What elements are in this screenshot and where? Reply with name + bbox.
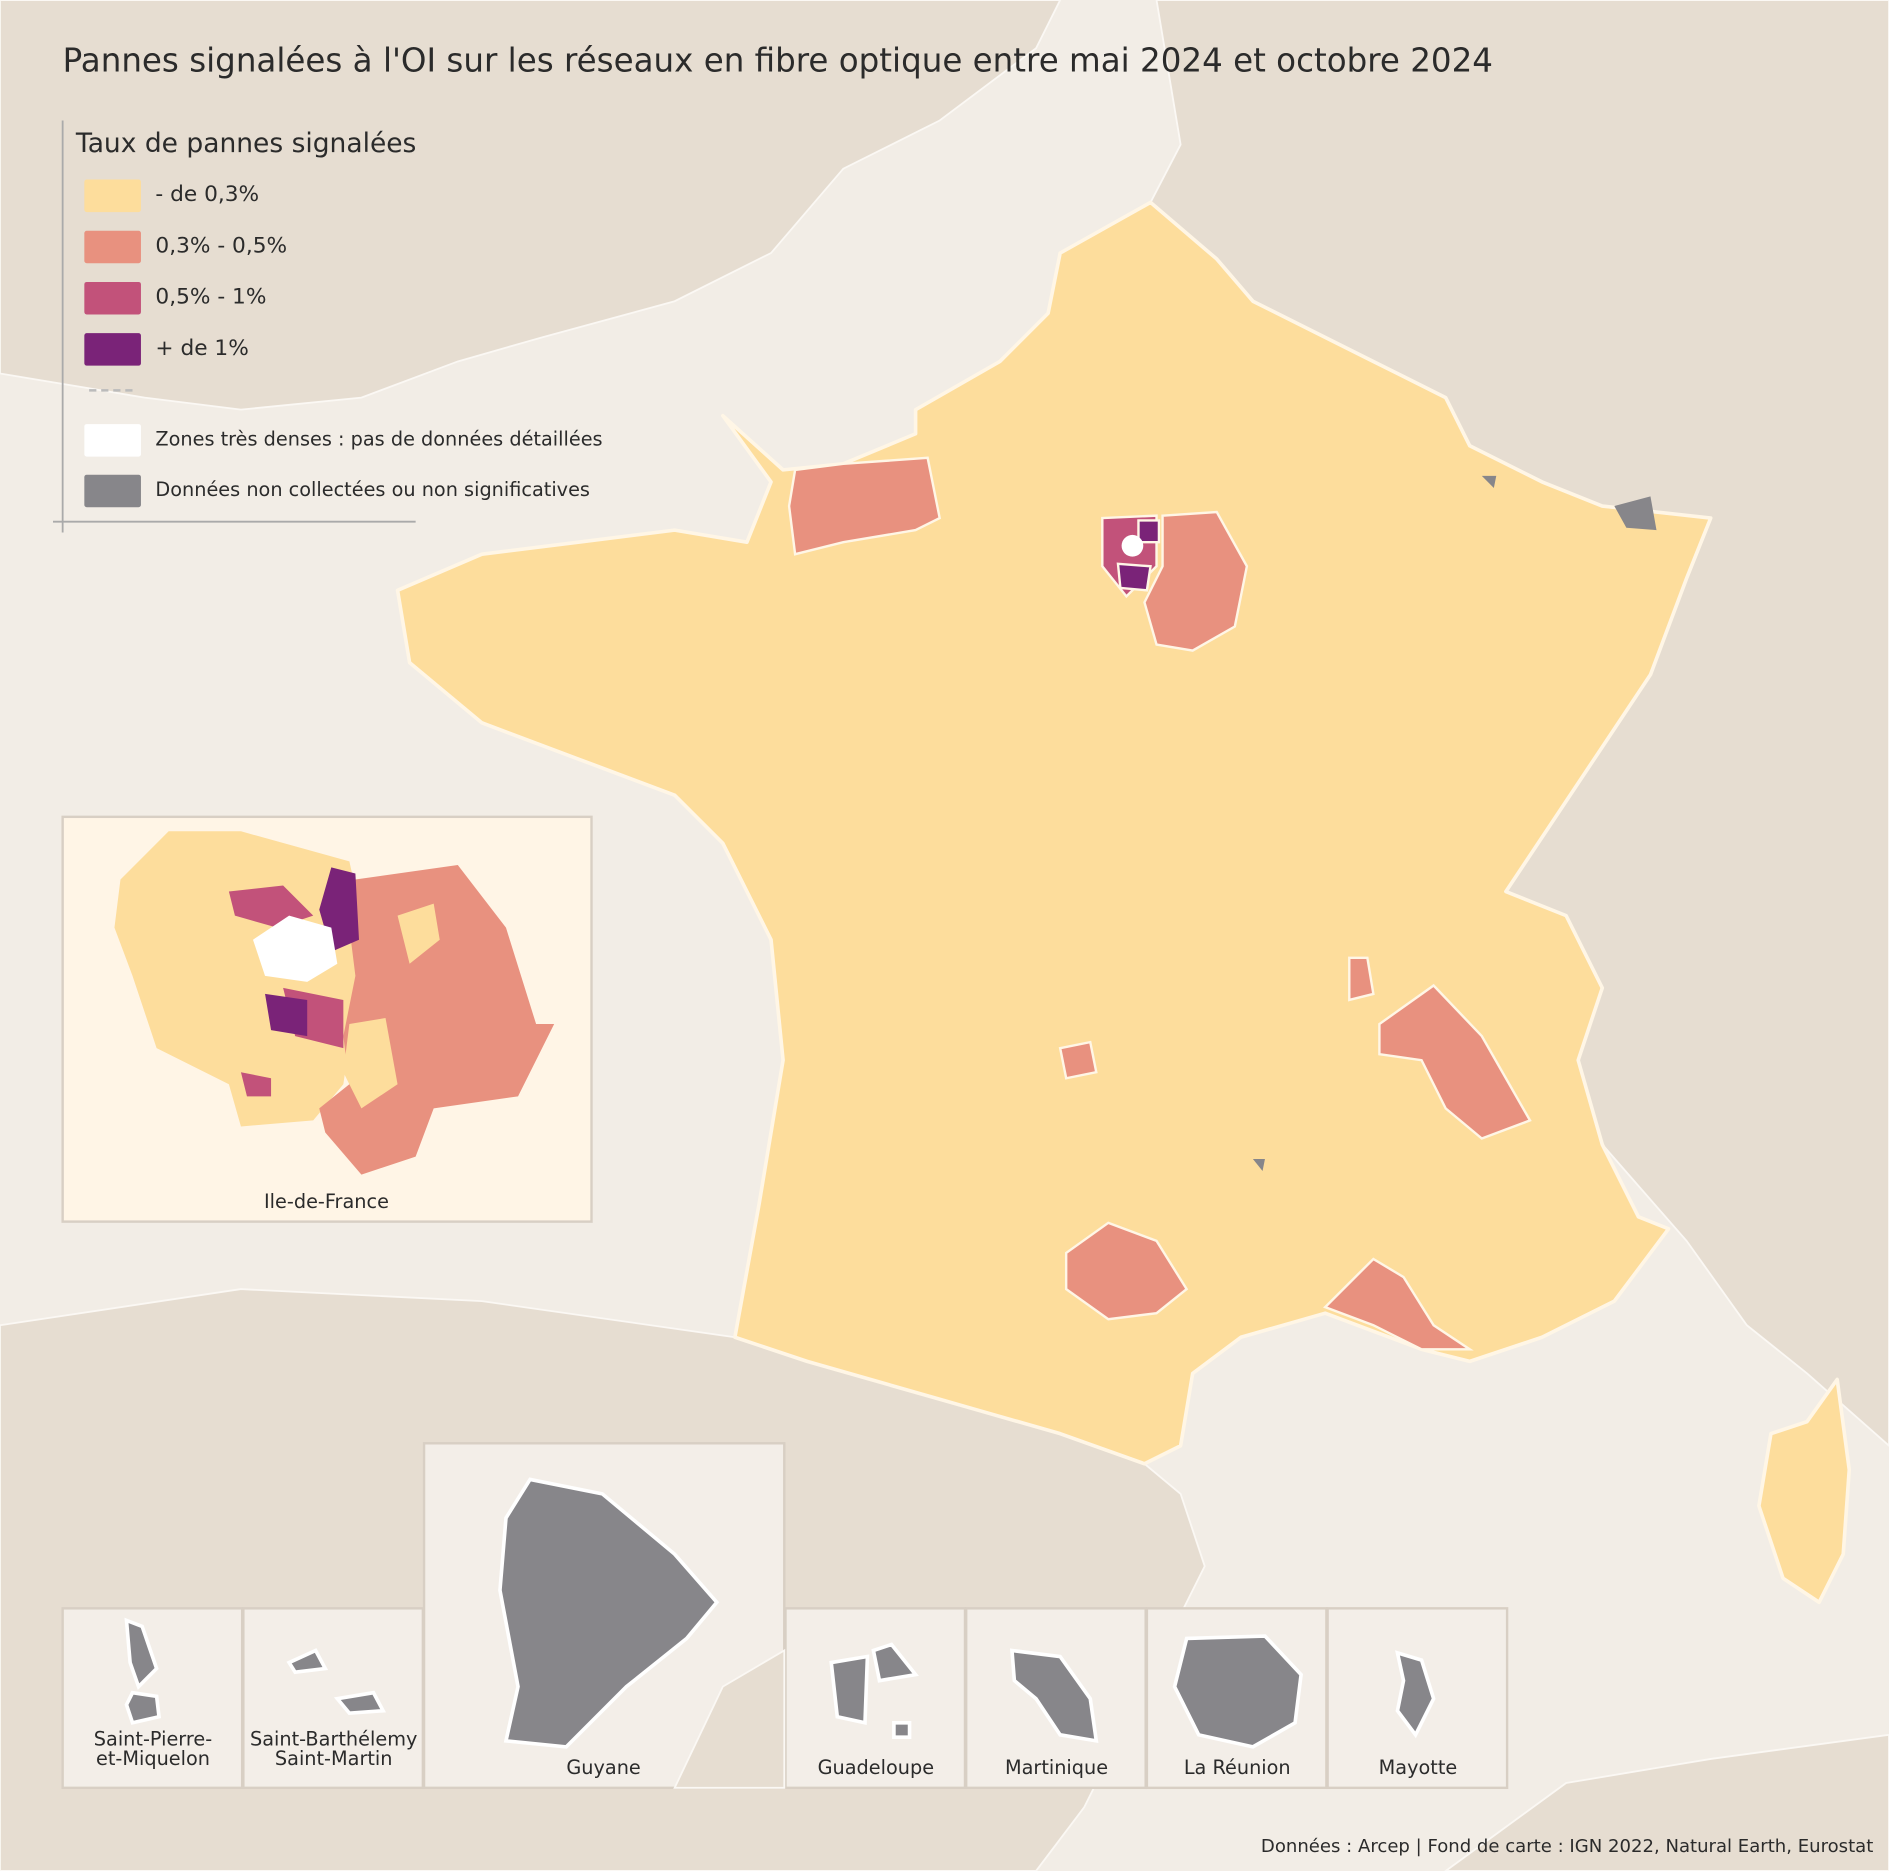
region <box>787 456 942 556</box>
territory <box>1395 1650 1436 1739</box>
inset-label: La Réunion <box>1184 1756 1291 1779</box>
legend-label: 0,5% - 1% <box>155 285 266 310</box>
legend-swatch <box>84 333 141 366</box>
legend-label: Données non collectées ou non significat… <box>155 478 590 501</box>
region <box>1064 1221 1189 1321</box>
legend-swatch <box>84 424 141 457</box>
legend-swatch <box>84 474 141 508</box>
inset-label: Saint-Barthélemy Saint-Martin <box>250 1727 417 1769</box>
legend-label: - de 0,3% <box>155 182 259 207</box>
inset-box <box>242 1607 425 1790</box>
dense-zone <box>1121 534 1144 557</box>
territory <box>286 1648 387 1716</box>
territory <box>1172 1634 1303 1749</box>
region <box>1137 519 1161 544</box>
inset-label: Ile-de-France <box>264 1190 389 1213</box>
territory <box>829 1642 919 1740</box>
inset-label: Martinique <box>1005 1756 1108 1779</box>
legend: Taux de pannes signalées - de 0,3% 0,3% -… <box>53 120 603 533</box>
inset-label: Mayotte <box>1379 1756 1458 1779</box>
inset-region <box>343 903 440 1109</box>
legend-title: Taux de pannes signalées <box>75 128 416 159</box>
inset-region <box>265 867 360 1037</box>
region <box>1058 956 1375 1080</box>
inset-label: Saint-Pierre-et-Miquelon <box>94 1727 212 1769</box>
legend-label: Zones très denses : pas de données détai… <box>155 427 602 450</box>
legend-swatch <box>84 230 141 264</box>
region <box>1323 1257 1474 1351</box>
land-brazil <box>673 1648 786 1789</box>
legend-swatch <box>84 281 141 315</box>
inset-label: Guadeloupe <box>818 1756 934 1779</box>
source: Données : Arcep | Fond de carte : IGN 20… <box>1261 1836 1873 1857</box>
inset-dense <box>252 915 338 982</box>
inset-label: Guyane <box>566 1756 640 1779</box>
title: Pannes signalées à l'OI sur les réseaux … <box>63 42 1493 80</box>
territory <box>498 1477 720 1749</box>
region <box>1378 983 1532 1140</box>
region <box>1143 510 1249 652</box>
territory <box>124 1617 162 1725</box>
region <box>1116 562 1152 592</box>
legend-label: 0,3% - 0,5% <box>155 233 287 258</box>
corsica <box>1757 1377 1852 1605</box>
legend-swatch <box>84 179 141 213</box>
france <box>395 200 1713 1466</box>
inset-region <box>228 885 344 1097</box>
territory <box>1009 1648 1099 1744</box>
legend-label: + de 1% <box>155 336 248 361</box>
